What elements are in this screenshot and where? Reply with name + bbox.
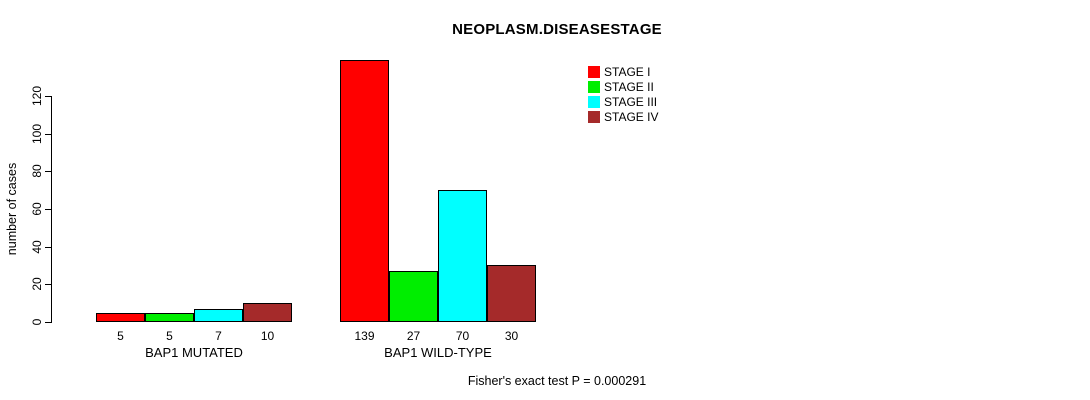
bar-value-label: 27: [406, 329, 421, 343]
tick-mark: [45, 322, 51, 323]
legend-item: STAGE I: [588, 64, 658, 79]
tick-mark: [45, 209, 51, 210]
footer-annotation: Fisher's exact test P = 0.000291: [467, 374, 647, 388]
bar-stage-iii: [438, 190, 487, 322]
tick-label: 80: [30, 164, 44, 178]
legend-item: STAGE IV: [588, 109, 658, 124]
bar-stage-iii: [194, 309, 243, 322]
legend-label: STAGE II: [604, 79, 654, 94]
legend-label: STAGE III: [604, 94, 658, 109]
tick-mark: [45, 96, 51, 97]
bar-value-label: 139: [354, 329, 375, 343]
bar-value-label: 70: [455, 329, 470, 343]
bar-value-label: 30: [504, 329, 519, 343]
legend-item: STAGE II: [588, 79, 658, 94]
y-axis-label: number of cases: [5, 162, 19, 256]
y-axis: [51, 96, 52, 323]
tick-mark: [45, 284, 51, 285]
tick-label: 40: [30, 240, 44, 254]
tick-label: 100: [30, 123, 44, 145]
group-label: BAP1 WILD-TYPE: [384, 345, 492, 360]
bar-value-label: 5: [117, 329, 124, 343]
legend-swatch: [588, 80, 600, 93]
bar-stage-iv: [487, 265, 536, 322]
legend-label: STAGE I: [604, 64, 651, 79]
tick-label: 0: [30, 318, 44, 326]
legend-swatch: [588, 95, 600, 108]
tick-label: 60: [30, 202, 44, 216]
tick-mark: [45, 134, 51, 135]
bar-stage-i: [96, 313, 145, 322]
bar-stage-ii: [389, 271, 438, 322]
legend-label: STAGE IV: [604, 109, 659, 124]
group-label: BAP1 MUTATED: [145, 345, 243, 360]
bar-stage-ii: [145, 313, 194, 322]
bar-value-label: 5: [166, 329, 173, 343]
bar-stage-i: [340, 60, 389, 322]
chart-title: NEOPLASM.DISEASESTAGE: [452, 21, 662, 38]
bar-value-label: 7: [215, 329, 222, 343]
legend-swatch: [588, 65, 600, 78]
bar-value-label: 10: [260, 329, 275, 343]
bar-stage-iv: [243, 303, 292, 322]
legend-item: STAGE III: [588, 94, 658, 109]
legend-swatch: [588, 110, 600, 123]
tick-mark: [45, 171, 51, 172]
tick-label: 20: [30, 277, 44, 291]
tick-mark: [45, 247, 51, 248]
legend: STAGE I STAGE II STAGE III STAGE IV: [588, 64, 658, 124]
tick-label: 120: [30, 85, 44, 107]
